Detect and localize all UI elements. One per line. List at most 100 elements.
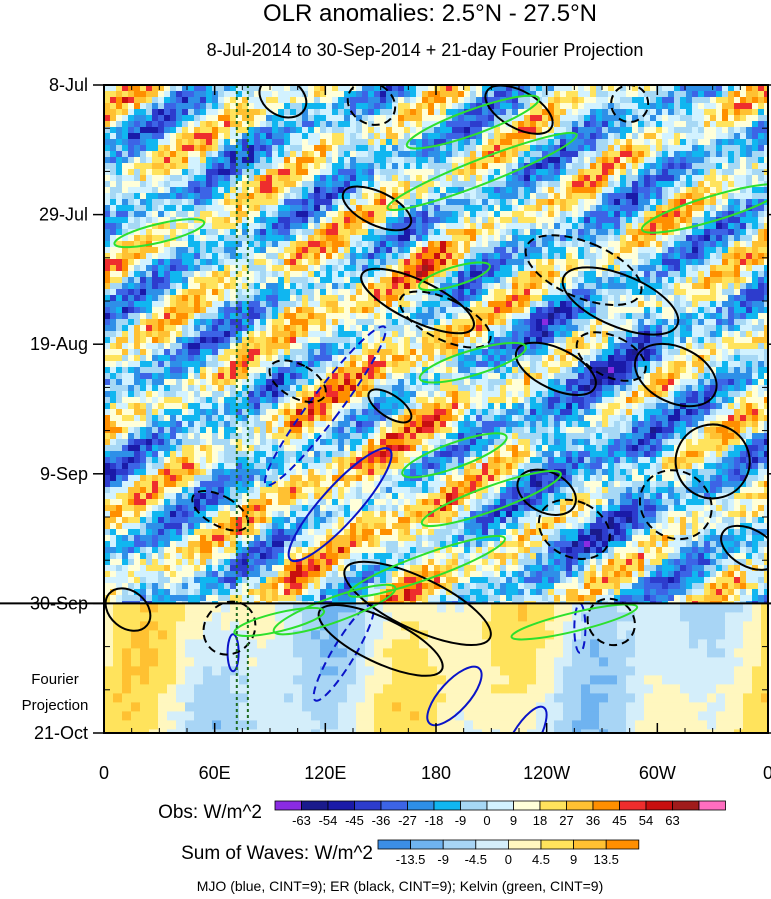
colorbar-tick-label: 4.5 (532, 852, 550, 867)
colorbar-tick-label: -54 (319, 813, 338, 828)
colorbar-swatch (698, 800, 726, 811)
footnote: MJO (blue, CINT=9); ER (black, CINT=9); … (197, 878, 604, 894)
er-contour (634, 342, 718, 408)
er-contour (575, 331, 647, 382)
colorbar-swatch (645, 800, 673, 811)
x-tick-label: 60E (199, 763, 231, 783)
colorbar-swatch (566, 800, 594, 811)
forecast-label-line2: Projection (22, 697, 89, 714)
colorbar-swatch (327, 800, 355, 811)
waves-colorbar-label: Sum of Waves: W/m^2 (181, 843, 373, 864)
colorbar-tick-label: 54 (639, 813, 653, 828)
axis-ticks: 0 60E 120E 180 120W 60W 0 8-Jul 29-Jul 19-Aug 9-Se… (30, 75, 771, 783)
er-contour (516, 468, 577, 516)
er-contour (341, 185, 413, 232)
colorbar-swatch (380, 800, 408, 811)
colorbar-tick-label: 27 (559, 813, 573, 828)
chart-title: OLR anomalies: 2.5°N - 27.5°N (263, 0, 597, 27)
er-contour (674, 423, 751, 500)
colorbar-tick-label: 13.5 (594, 852, 619, 867)
colorbar-swatch (573, 839, 607, 850)
er-contour (514, 341, 597, 396)
y-tick-label: 19-Aug (30, 334, 88, 354)
colorbar-swatch (442, 839, 477, 850)
colorbar-tick-label: 9 (570, 852, 577, 867)
y-tick-label: 30-Sep (30, 593, 88, 613)
er-contour (484, 85, 554, 135)
kelvin-contour (113, 218, 206, 249)
colorbar-tick-label: 63 (665, 813, 679, 828)
y-tick-label: 29-Jul (39, 205, 88, 225)
colorbar-tick-label: -27 (398, 813, 417, 828)
er-contour (537, 498, 611, 560)
wave-contours (104, 85, 768, 733)
er-contour (398, 290, 492, 349)
x-tick-label: 60W (639, 763, 676, 783)
colorbar-swatch (605, 839, 640, 850)
y-tick-label: 8-Jul (49, 75, 88, 95)
colorbar-swatch (507, 839, 542, 850)
colorbar-tick-label: 9 (510, 813, 517, 828)
colorbar-tick-label: 0 (483, 813, 490, 828)
x-tick-label: 0 (99, 763, 109, 783)
er-contour (343, 560, 492, 647)
colorbar-tick-label: -4.5 (465, 852, 487, 867)
colorbar-swatch (301, 800, 329, 811)
kelvin-contour (420, 469, 562, 528)
kelvin-contour (640, 183, 768, 234)
forecast-label-line1: Fourier (31, 671, 79, 688)
x-tick-label: 120W (523, 763, 570, 783)
kelvin-contour (510, 603, 639, 641)
obs-colorbar-label: Obs: W/m^2 (158, 802, 262, 823)
colorbar-tick-label: -63 (292, 813, 311, 828)
mjo-contour (226, 633, 240, 673)
colorbar-swatch (486, 800, 514, 811)
kelvin-contour (418, 341, 528, 384)
colorbar-swatch (672, 800, 700, 811)
colorbar-tick-label: 36 (586, 813, 600, 828)
waves-colorbar: -13.5 -9 -4.5 0 4.5 9 13.5 (377, 839, 640, 867)
kelvin-contour (347, 534, 506, 598)
chart-subtitle: 8-Jul-2014 to 30-Sep-2014 + 21-day Fouri… (207, 40, 644, 60)
colorbar-tick-label: -9 (437, 852, 449, 867)
er-contour (720, 524, 768, 571)
kelvin-contour (405, 94, 540, 150)
kelvin-contour (401, 432, 508, 479)
colorbar-swatch (377, 839, 411, 850)
kelvin-contour (233, 606, 326, 637)
er-contour (367, 388, 413, 424)
y-tick-label: 21-Oct (34, 723, 88, 743)
er-contour (317, 604, 444, 677)
colorbar-swatch (475, 839, 509, 850)
er-contour (268, 359, 327, 404)
kelvin-contour (272, 583, 397, 636)
x-tick-label: 120E (304, 763, 346, 783)
mjo-contour (263, 325, 387, 487)
colorbar-swatch (433, 800, 461, 811)
colorbar-tick-label: -13.5 (396, 852, 426, 867)
colorbar-swatch (540, 839, 574, 850)
y-tick-label: 9-Sep (40, 464, 88, 484)
colorbar-tick-label: -18 (425, 813, 444, 828)
colorbar-swatch (410, 839, 444, 850)
mjo-contour (287, 447, 393, 563)
colorbar-tick-label: 18 (533, 813, 547, 828)
colorbar-swatch (513, 800, 541, 811)
colorbar-tick-label: -36 (372, 813, 391, 828)
er-contour (524, 234, 643, 307)
mjo-contour (426, 665, 483, 727)
colorbar-swatch (407, 800, 435, 811)
er-contour (104, 587, 152, 632)
colorbar-swatch (274, 800, 302, 811)
colorbar-tick-label: -45 (345, 813, 364, 828)
colorbar-swatch (460, 800, 488, 811)
colorbar-tick-label: -9 (455, 813, 467, 828)
colorbar-tick-label: 0 (505, 852, 512, 867)
reference-lines (235, 85, 249, 733)
er-contour (638, 469, 713, 541)
mjo-contour (312, 603, 375, 702)
kelvin-contour (418, 261, 491, 292)
colorbar-swatch (619, 800, 647, 811)
colorbar-tick-label: 45 (612, 813, 626, 828)
